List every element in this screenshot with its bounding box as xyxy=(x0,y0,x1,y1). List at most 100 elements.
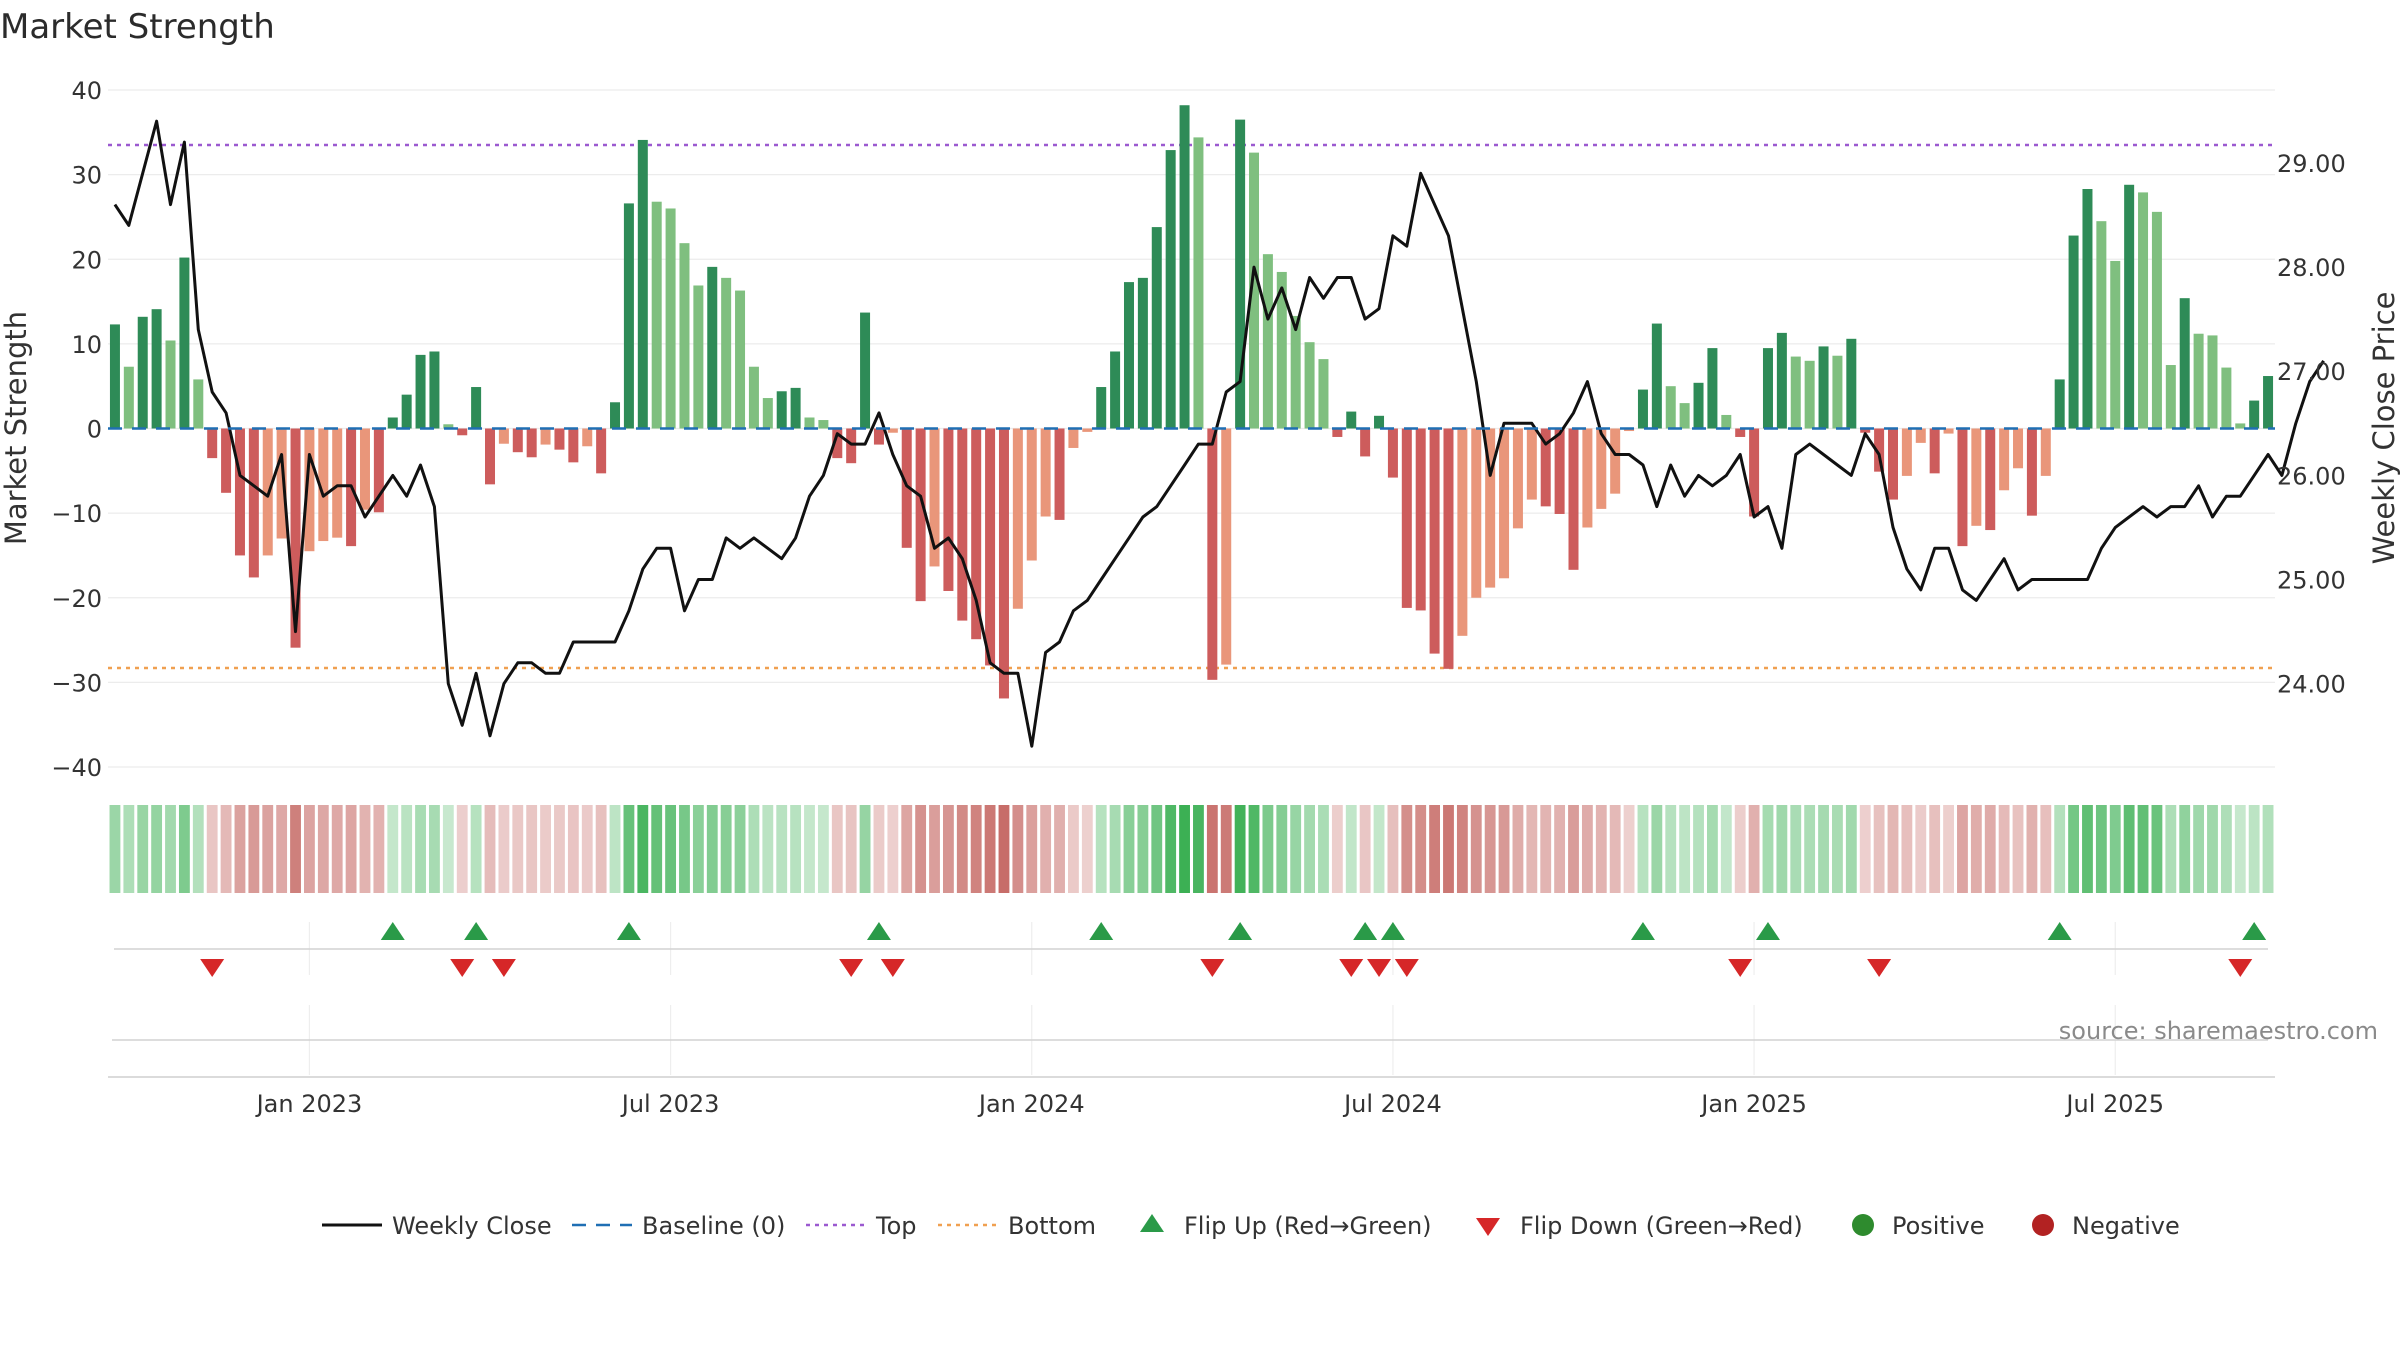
strength-bar xyxy=(1082,428,1093,432)
strip-cell xyxy=(1123,805,1135,893)
strip-cell xyxy=(456,805,468,893)
strip-cell xyxy=(331,805,343,893)
strip-cell xyxy=(1304,805,1315,893)
strength-bar xyxy=(1582,428,1593,528)
strength-bar xyxy=(2263,376,2274,429)
strength-bar xyxy=(1429,428,1440,654)
strip-cell xyxy=(2095,805,2107,893)
strip-cell xyxy=(554,805,565,893)
strength-bar xyxy=(1874,428,1885,472)
strip-cell xyxy=(2012,805,2024,893)
strength-bar xyxy=(290,428,301,648)
x-tick-label: Jul 2024 xyxy=(1342,1090,1442,1118)
strength-bar xyxy=(2165,365,2176,429)
strip-cell xyxy=(220,805,232,893)
strip-cell xyxy=(387,805,399,893)
strip-cell xyxy=(2262,805,2274,893)
strip-cell xyxy=(1623,805,1635,893)
legend-label: Negative xyxy=(2072,1212,2180,1240)
strip-cell xyxy=(192,805,204,893)
right-tick-label: 29.00 xyxy=(2277,150,2346,178)
strip-cell xyxy=(1484,805,1496,893)
strip-cell xyxy=(276,805,288,893)
strip-cell xyxy=(1873,805,1885,893)
strip-cell xyxy=(984,805,996,893)
legend-item: Top xyxy=(806,1212,917,1240)
strip-cell xyxy=(2220,805,2232,893)
strip-cell xyxy=(2248,805,2260,893)
strip-cell xyxy=(956,805,968,893)
strip-cell xyxy=(1290,805,1302,893)
strength-bars xyxy=(109,105,2274,699)
strip-cell xyxy=(998,805,1010,893)
strip-cell xyxy=(345,805,357,893)
legend-circle-negative-icon xyxy=(2032,1214,2054,1236)
strip-cell xyxy=(595,805,607,893)
strength-bar xyxy=(971,428,982,640)
strip-cell xyxy=(1845,805,1857,893)
strip-cell xyxy=(206,805,218,893)
left-axis-ticks: 40 30 20 10 0 −10 −20 −30 −40 xyxy=(51,77,102,782)
strength-bar xyxy=(1707,348,1718,429)
strength-bar xyxy=(748,366,759,429)
flip-down-marker xyxy=(880,959,905,977)
strength-bar xyxy=(651,201,662,429)
strength-bar xyxy=(179,257,190,429)
legend-label: Weekly Close xyxy=(392,1212,552,1240)
strip-cell xyxy=(1415,805,1427,893)
legend-item: Flip Up (Red→Green) xyxy=(1140,1212,1432,1240)
strength-heat-strip xyxy=(109,805,2274,893)
strip-cell xyxy=(1832,805,1843,893)
strip-cell xyxy=(1804,805,1816,893)
strength-bar xyxy=(1985,428,1996,531)
strength-bar xyxy=(1665,386,1676,429)
strip-cell xyxy=(887,805,899,893)
strength-bar xyxy=(873,428,884,445)
strip-cell xyxy=(2179,805,2191,893)
right-tick-label: 28.00 xyxy=(2277,254,2346,282)
strip-cell xyxy=(1568,805,1579,893)
strength-bar xyxy=(1749,428,1760,517)
strength-bar xyxy=(1929,428,1940,474)
flip-up-marker xyxy=(866,922,891,940)
strength-bar xyxy=(1026,428,1037,561)
strip-cell xyxy=(776,805,788,893)
flip-down-marker xyxy=(1367,959,1392,977)
strip-cell xyxy=(942,805,954,893)
strength-bar xyxy=(2207,335,2218,429)
strength-bar xyxy=(1318,359,1329,429)
strength-bar xyxy=(762,398,773,429)
strength-bar xyxy=(2026,428,2037,516)
x-tick-label: Jul 2025 xyxy=(2064,1090,2164,1118)
legend-item: Bottom xyxy=(938,1212,1096,1240)
strength-bar xyxy=(887,428,898,433)
strength-bar xyxy=(1596,428,1607,509)
strength-bar xyxy=(1999,428,2010,491)
x-tick-label: Jan 2025 xyxy=(1699,1090,1807,1118)
strength-bar xyxy=(846,428,857,464)
strength-bar xyxy=(1943,428,1954,434)
strength-bar xyxy=(234,428,245,556)
strength-bar xyxy=(679,243,690,429)
strip-cell xyxy=(1234,805,1246,893)
legend-triangle-up-icon xyxy=(1140,1214,1164,1232)
strip-cell xyxy=(2234,805,2246,893)
strength-bar xyxy=(1526,428,1537,500)
strip-cell xyxy=(748,805,760,893)
strength-bar xyxy=(2124,184,2135,429)
strip-cell xyxy=(1581,805,1593,893)
strip-cell xyxy=(1137,805,1149,893)
strip-cell xyxy=(831,805,843,893)
flip-up-marker xyxy=(1630,922,1655,940)
strip-cell xyxy=(1776,805,1788,893)
strip-cell xyxy=(1720,805,1732,893)
source-credit: source: sharemaestro.com xyxy=(2059,1017,2378,1045)
left-tick-label: 30 xyxy=(71,162,102,190)
strip-cell xyxy=(2068,805,2079,893)
strength-bar xyxy=(1804,360,1815,429)
strength-bar xyxy=(387,417,398,429)
strip-cell xyxy=(2123,805,2135,893)
strength-bar xyxy=(2096,221,2107,429)
strip-cell xyxy=(1331,805,1343,893)
strip-cell xyxy=(359,805,371,893)
